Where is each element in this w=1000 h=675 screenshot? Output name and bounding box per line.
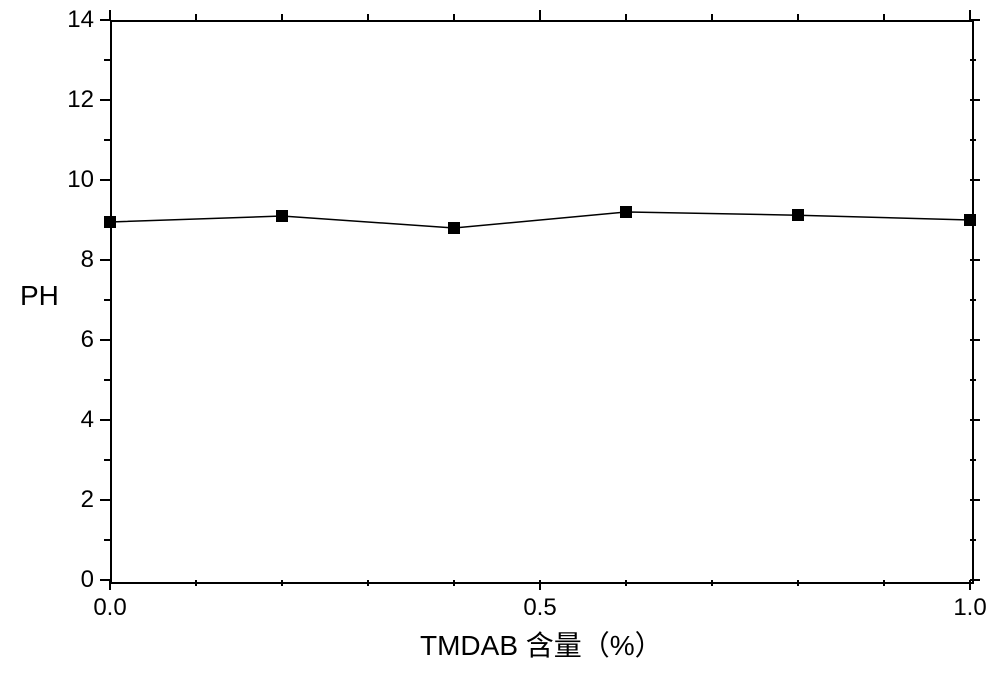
y-tick-label: 0	[81, 566, 94, 594]
x-tick-label: 0.5	[510, 594, 570, 622]
y-tick-label: 6	[81, 326, 94, 354]
y-tick-major-right	[970, 259, 980, 261]
y-tick-major	[100, 179, 110, 181]
y-tick-minor	[104, 299, 110, 301]
y-tick-major-right	[970, 579, 980, 581]
x-tick-minor	[711, 580, 713, 586]
y-tick-label: 8	[81, 246, 94, 274]
y-tick-major	[100, 339, 110, 341]
x-tick-minor-top	[625, 14, 627, 20]
data-marker	[792, 209, 804, 221]
y-tick-major-right	[970, 19, 980, 21]
y-tick-major-right	[970, 499, 980, 501]
x-tick-minor-top	[453, 14, 455, 20]
y-tick-minor-right	[970, 539, 976, 541]
y-axis-label: PH	[20, 280, 59, 312]
x-tick-major	[539, 580, 541, 590]
x-tick-major-top	[969, 10, 971, 20]
x-tick-minor	[281, 580, 283, 586]
y-tick-minor-right	[970, 459, 976, 461]
x-tick-minor	[367, 580, 369, 586]
x-tick-label: 0.0	[80, 594, 140, 622]
x-tick-minor-top	[711, 14, 713, 20]
x-tick-minor-top	[883, 14, 885, 20]
y-tick-minor	[104, 539, 110, 541]
y-tick-major	[100, 499, 110, 501]
y-tick-label: 14	[67, 6, 94, 34]
x-tick-major	[109, 580, 111, 590]
x-tick-minor	[195, 580, 197, 586]
x-tick-minor-top	[797, 14, 799, 20]
y-tick-label: 10	[67, 166, 94, 194]
chart-container: PH TMDAB 含量（%） 0 2 4 6 8 10 12 14 0.0 0.5 1.0	[0, 0, 1000, 675]
y-tick-minor-right	[970, 379, 976, 381]
data-marker	[964, 214, 976, 226]
x-tick-minor	[453, 580, 455, 586]
data-marker	[448, 222, 460, 234]
x-tick-minor-top	[195, 14, 197, 20]
x-tick-major-top	[109, 10, 111, 20]
y-tick-minor	[104, 59, 110, 61]
y-tick-minor	[104, 139, 110, 141]
y-tick-label: 4	[81, 406, 94, 434]
data-marker	[276, 210, 288, 222]
y-tick-minor	[104, 379, 110, 381]
y-tick-major-right	[970, 99, 980, 101]
y-tick-major-right	[970, 339, 980, 341]
y-tick-minor-right	[970, 59, 976, 61]
y-tick-major	[100, 99, 110, 101]
data-marker	[620, 206, 632, 218]
data-marker	[104, 216, 116, 228]
y-tick-major	[100, 419, 110, 421]
x-tick-minor	[883, 580, 885, 586]
y-tick-label: 2	[81, 486, 94, 514]
y-tick-major-right	[970, 419, 980, 421]
x-tick-major-top	[539, 10, 541, 20]
x-axis-label: TMDAB 含量（%）	[420, 624, 660, 664]
y-tick-major	[100, 259, 110, 261]
y-tick-minor-right	[970, 299, 976, 301]
x-tick-minor	[797, 580, 799, 586]
y-tick-major-right	[970, 179, 980, 181]
x-tick-minor-top	[281, 14, 283, 20]
x-tick-minor-top	[367, 14, 369, 20]
x-tick-major	[969, 580, 971, 590]
x-tick-minor	[625, 580, 627, 586]
y-tick-label: 12	[67, 86, 94, 114]
y-tick-minor-right	[970, 139, 976, 141]
x-tick-label: 1.0	[940, 594, 1000, 622]
y-tick-minor	[104, 459, 110, 461]
plot-area	[110, 20, 974, 584]
